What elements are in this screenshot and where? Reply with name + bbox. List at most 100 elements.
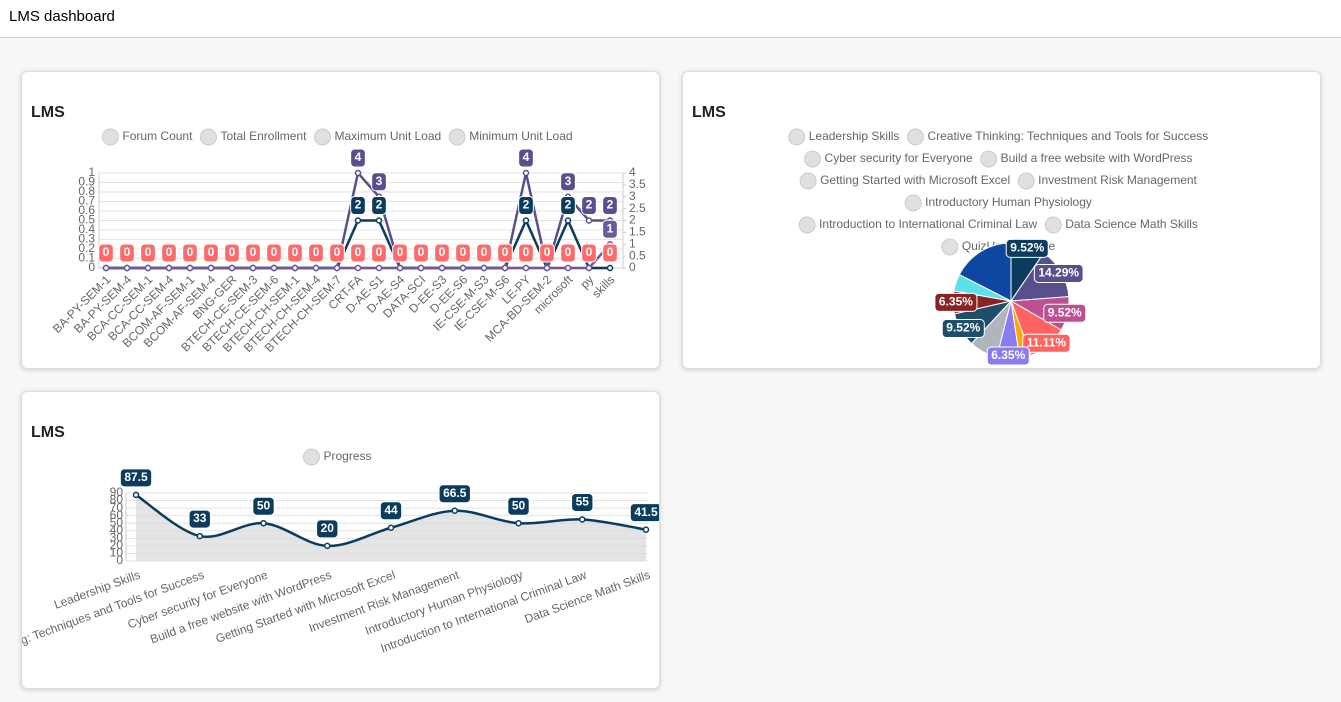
data-label-text: 0 (292, 245, 299, 259)
data-label: 0 (182, 243, 198, 263)
point (375, 217, 383, 224)
point (606, 264, 614, 272)
legend-marker (448, 128, 466, 146)
data-label: 0 (245, 243, 261, 263)
data-label: 0 (224, 243, 240, 263)
point (417, 264, 425, 272)
point (270, 264, 278, 272)
data-label-box (560, 196, 576, 215)
data-label: 0 (560, 243, 576, 263)
data-label: 11.11% (1022, 333, 1071, 353)
data-label-text: 0 (544, 245, 551, 259)
data-label-box (329, 243, 345, 263)
data-label: 0 (371, 243, 387, 263)
point (186, 264, 194, 272)
data-label-text: 0 (229, 245, 236, 259)
legend-marker (980, 150, 998, 168)
y-tick-label: 0.9 (78, 175, 95, 189)
point (543, 264, 551, 272)
data-label: 50 (507, 496, 530, 516)
y-tick-label: 30 (110, 531, 124, 545)
data-label-text: 0 (418, 245, 425, 259)
data-label-text: 55 (576, 495, 590, 509)
point (260, 519, 267, 527)
legend-label: Build a free website with WordPress (1001, 151, 1193, 165)
data-label-box (941, 319, 985, 339)
data-label: 87.5 (119, 468, 153, 488)
data-label-box (560, 172, 576, 192)
y-tick-label: 40 (110, 523, 124, 537)
card: LMS Forum Count Total Enrollment Maximum Un… (21, 71, 660, 369)
data-label-text: 0 (124, 245, 131, 259)
data-label-text: 2 (586, 198, 593, 212)
y-tick-label: 0 (116, 553, 123, 567)
data-label-text: 33 (193, 511, 207, 525)
y-tick-label: 80 (110, 493, 124, 507)
data-label-box (518, 148, 534, 168)
data-label-text: 50 (512, 498, 526, 512)
data-label: 2 (560, 196, 576, 215)
point (585, 217, 593, 224)
data-label-text: 9.52% (946, 321, 980, 335)
legend-label: Forum Count (122, 129, 193, 143)
y-tick-label: 0.3 (78, 232, 95, 246)
y-tick-label: 0.2 (78, 241, 95, 255)
data-label-text: 0 (523, 245, 530, 259)
point (312, 264, 320, 272)
data-label-text: 87.5 (124, 470, 148, 484)
data-label-box (371, 196, 387, 215)
point (375, 264, 383, 272)
data-label: 0 (539, 243, 555, 263)
point (451, 507, 458, 515)
data-label-text: 0 (376, 245, 383, 259)
y-tick-label: 0.8 (78, 184, 95, 198)
data-label-text: 0 (313, 245, 320, 259)
data-label: 6.35% (986, 346, 1030, 366)
data-label: 0 (98, 243, 114, 263)
data-label: 41.5 (629, 503, 659, 523)
data-label: 6.35% (934, 292, 978, 312)
point (579, 516, 586, 523)
data-label-box (581, 196, 597, 215)
y2-tick-label: 3.5 (629, 177, 646, 191)
y-tick-label: 50 (110, 515, 124, 529)
y-tick-label: 90 (110, 485, 124, 499)
data-label: 3 (560, 172, 576, 192)
data-label-text: 0 (103, 245, 110, 259)
data-label: 0 (392, 243, 408, 263)
point (144, 264, 152, 272)
data-label: 9.52% (1043, 303, 1087, 323)
legend-marker (904, 194, 922, 212)
data-label-text: 9.52% (1010, 241, 1044, 255)
y2-tick-label: 2 (629, 213, 636, 227)
data-label: 0 (329, 243, 345, 263)
data-label-text: 0 (145, 245, 152, 259)
data-label-box (266, 243, 282, 263)
data-label-text: 4 (523, 150, 530, 164)
point (291, 264, 299, 272)
data-label-box (602, 243, 618, 263)
data-label-text: 0 (439, 245, 446, 259)
data-label-box (518, 243, 534, 263)
legend-marker (788, 128, 806, 146)
legend-marker (199, 128, 217, 146)
data-label: 9.52% (941, 319, 985, 339)
point (228, 264, 236, 272)
data-label-text: 3 (376, 174, 383, 188)
point (480, 264, 488, 272)
y-tick-label: 60 (110, 508, 124, 522)
data-label-box (602, 196, 618, 215)
data-label-box (581, 243, 597, 263)
data-label-text: 2 (565, 198, 572, 212)
data-label-box (140, 243, 156, 263)
data-label: 0 (476, 243, 492, 263)
point (501, 264, 509, 272)
point (522, 169, 530, 177)
point (102, 264, 110, 272)
point (459, 264, 467, 272)
y2-tick-label: 0.5 (629, 248, 646, 262)
y2-tick-label: 2.5 (629, 201, 646, 215)
data-label: 0 (119, 243, 135, 263)
data-label-box (287, 243, 303, 263)
